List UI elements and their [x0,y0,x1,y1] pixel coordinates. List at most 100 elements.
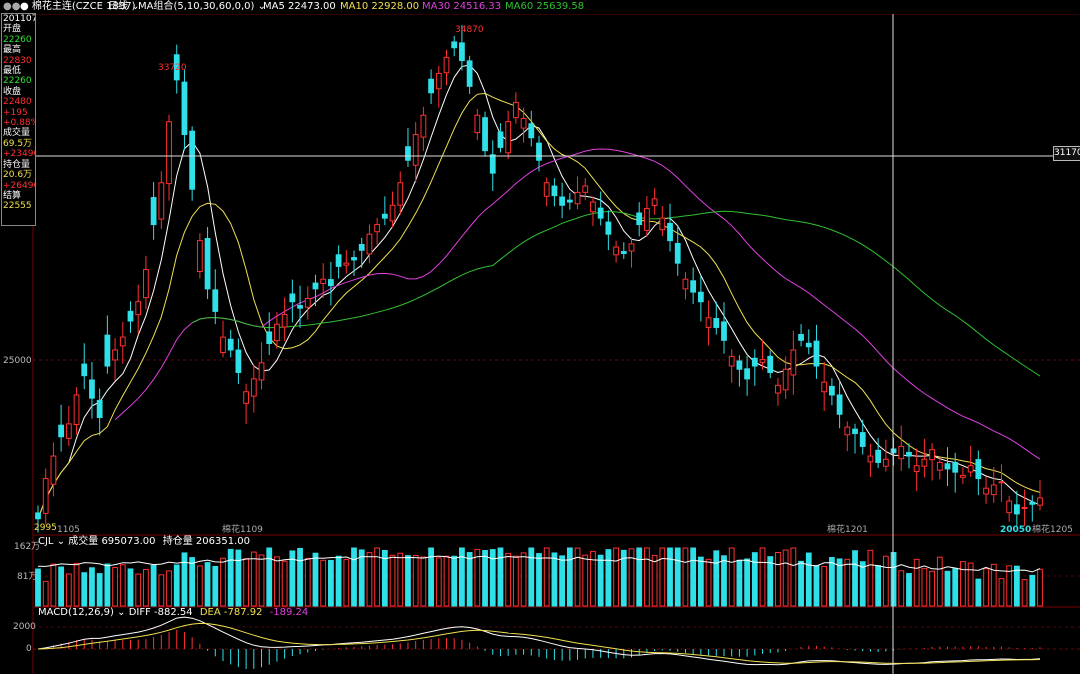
candle-body [173,54,180,81]
volume-bar [381,549,388,607]
chevron-down-icon: ⌄ [53,536,69,547]
candle-body [374,224,381,233]
candle-body [590,201,596,213]
volume-bar [767,556,774,607]
candle-body [1013,504,1020,515]
tab-dots[interactable]: ●● [3,1,21,12]
volume-bar [674,547,681,607]
info-row: 持仓量 [3,159,31,170]
candle-body [451,41,458,49]
candle-body [859,432,866,447]
period-selector[interactable]: 日线 ⌄ [108,0,140,14]
candle-body [166,121,172,185]
period-label: 日线 [108,1,128,12]
candle-body [297,305,303,309]
ma-title: MA组合(5,10,30,60,0,0) [138,1,255,12]
volume-bar [551,552,558,607]
candle-body [420,114,427,138]
volume-bar [320,559,327,607]
macd-dea-line [37,622,1041,664]
volume-bar [728,547,735,607]
candle-body [644,207,650,231]
candle-body [505,121,512,154]
volume-bar [705,558,712,607]
volume-bar [212,565,219,607]
volume-bar [744,558,750,607]
volume-bar [143,568,149,607]
volume-bar [397,552,404,607]
candle-body [312,282,319,290]
macd-indicator-name[interactable]: MACD(12,26,9) [38,607,114,618]
volume-bar [428,547,434,607]
volume-bar [1006,565,1013,607]
volume-bar [543,547,550,607]
candle-body [281,314,288,328]
volume-bar [1029,574,1036,607]
candle-body [705,317,712,328]
volume-bar [328,559,334,607]
volume-bar [351,547,357,607]
volume-bar [366,552,373,607]
volume-bar [405,555,411,607]
candle-body [443,56,450,74]
candle-body [921,458,928,467]
candle-body [250,378,257,397]
volume-bar [597,554,604,607]
candle-body [528,123,535,139]
candle-body [582,185,589,193]
info-row: +26490 [3,180,36,191]
volume-bar [281,560,288,607]
info-row: 22260 [3,76,32,87]
volume-bar [489,549,496,607]
volume-indicator-name[interactable]: CJL [38,536,54,547]
contract-label-1201: 棉花1201 [827,523,868,535]
volume-bar [582,554,589,607]
candle-body [320,278,327,284]
candle-body [459,42,465,62]
instrument-name[interactable]: ● 棉花主连(CZCE 1837) [20,1,136,12]
candle-body [697,291,704,303]
volume-bar [566,547,573,607]
volume-bar [936,556,943,607]
candle-body [659,217,666,231]
volume-bar [135,573,142,607]
candle-body [351,257,357,261]
volume-bar [312,552,319,607]
volume-bar [844,558,851,607]
open-interest-value: 持仓量 206351.00 [162,536,250,547]
volume-bar [243,558,249,607]
candle-body [227,338,234,351]
crosshair [33,14,1080,674]
ma30-value: MA30 24516.33 [422,1,502,12]
moving-averages [37,64,1041,519]
info-row: 69.5万 [3,138,33,149]
candle-body [189,130,196,190]
volume-bar [96,573,103,607]
volume-bar [181,552,188,607]
candle-body [744,368,750,380]
volume-bar [250,551,257,607]
volume-bar [721,555,727,607]
candle-body [636,212,643,226]
volume-bar [682,547,689,607]
volume-bar [898,570,905,607]
volume-bar [813,565,820,607]
volume-bar [512,555,519,607]
candle-body [821,381,828,393]
volume-bar [690,547,697,607]
volume-bar [790,547,797,607]
volume-bar [482,550,488,607]
candle-body [844,426,851,436]
candle-body [212,289,219,312]
volume-bar [667,547,673,607]
ma-selector[interactable]: MA组合(5,10,30,60,0,0) ⌄ [138,0,266,14]
volume-bar [204,562,211,607]
volume-bar [42,580,49,607]
volume-bar [628,548,635,607]
volume-bar [829,557,835,607]
volume-bar [150,564,157,607]
candle-body [89,379,95,399]
ma60-value: MA60 25639.58 [505,1,585,12]
volume-bar [921,568,928,607]
